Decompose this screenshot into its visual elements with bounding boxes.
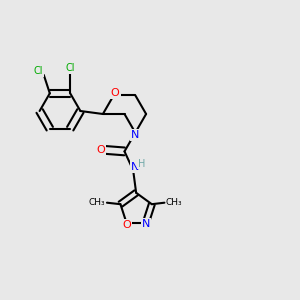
Text: CH₃: CH₃ <box>165 198 182 207</box>
Text: CH₃: CH₃ <box>89 198 105 207</box>
Text: N: N <box>131 130 140 140</box>
Text: N: N <box>142 219 150 229</box>
Text: O: O <box>111 88 120 98</box>
Text: H: H <box>139 158 146 169</box>
Text: O: O <box>122 220 131 230</box>
Text: O: O <box>96 145 105 155</box>
Text: Cl: Cl <box>65 63 75 74</box>
Text: Cl: Cl <box>34 66 43 76</box>
Text: N: N <box>131 161 140 172</box>
